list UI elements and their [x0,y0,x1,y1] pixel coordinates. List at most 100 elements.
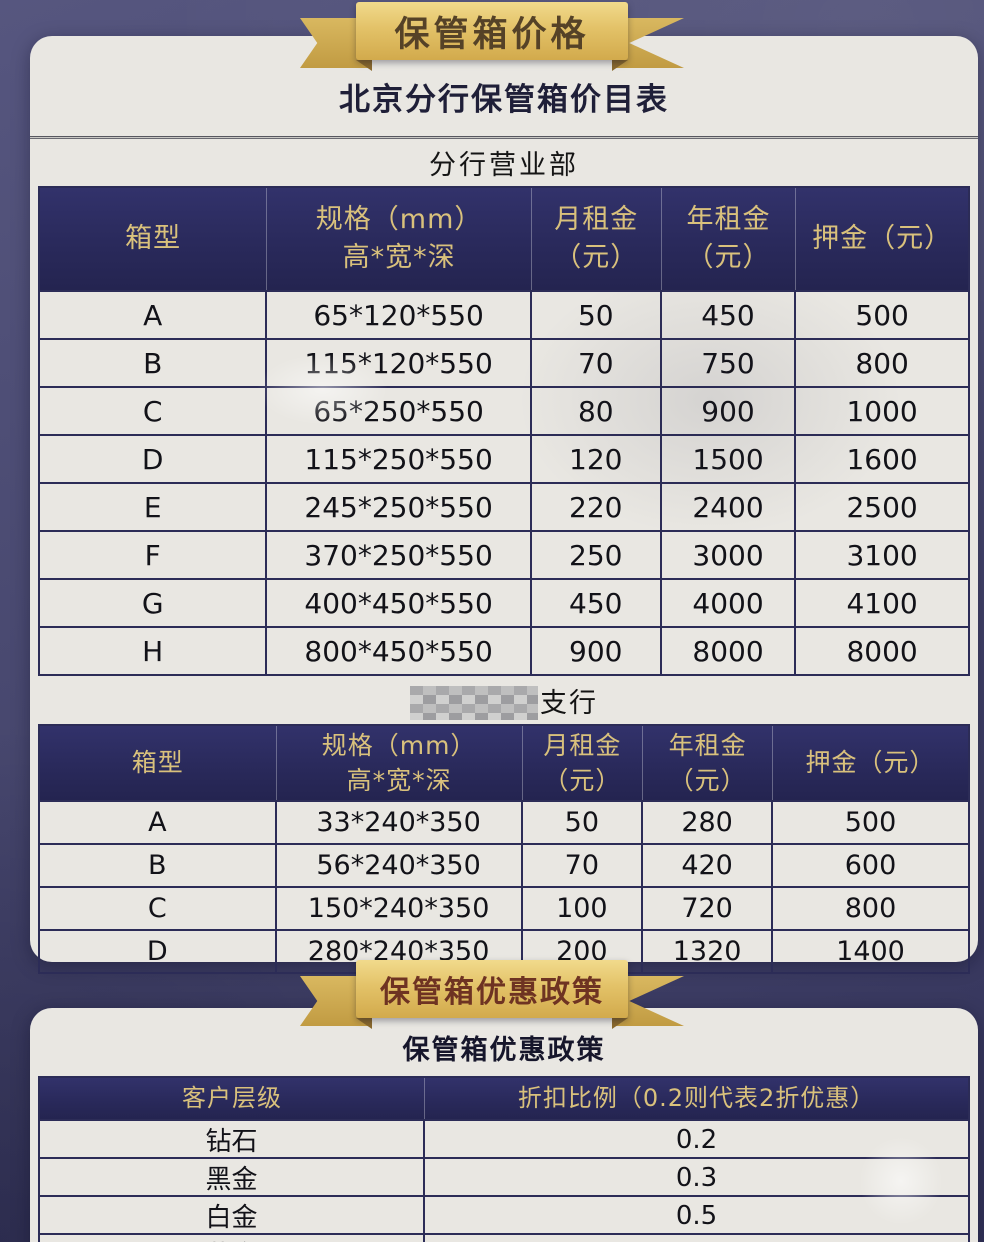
header-label: 箱型 [131,748,184,777]
table-row: B 115*120*550 70 750 800 [40,338,968,386]
discount-table: 客户层级 折扣比例（0.2则代表2折优惠） 钻石 0.2 黑金 0.3 白金 0.5 … [38,1076,970,1242]
deposit-cell: 1600 [846,442,918,476]
monthly-rent-cell: 70 [532,340,662,386]
spec-cell: 245*250*550 [267,484,532,530]
table-row: A 65*120*550 50 450 500 [40,290,968,338]
deposit-cell: 500 [855,298,909,332]
ratio-cell: 0.6 [425,1235,968,1242]
header-label: 年租金 [668,730,747,760]
table-row: E 245*250*550 220 2400 2500 [40,482,968,530]
box-type-header: 箱型 [40,726,277,800]
spec-cell: 370*250*550 [267,532,532,578]
deposit-cell: 4100 [846,586,918,620]
box-type-cell: B [40,845,277,886]
ribbon-left-fold [356,60,372,71]
table-header-row: 客户层级 折扣比例（0.2则代表2折优惠） [40,1078,968,1119]
spec-cell: 65*250*550 [267,388,532,434]
spec-cell: 33*240*350 [277,802,523,843]
annual-rent-header: 年租金 （元） [662,188,797,290]
header-label: 规格（mm） [315,204,483,236]
annual-rent-cell: 280 [643,802,774,843]
deposit-cell: 500 [844,807,897,838]
customer-tier-header: 客户层级 [40,1078,426,1119]
deposit-cell: 800 [844,893,897,924]
ribbon-center: 保管箱价格 [356,2,628,60]
monthly-rent-cell: 50 [532,292,662,338]
header-label: 押金（元） [805,748,936,777]
header-label: 年租金 [686,204,771,236]
spec-cell: 400*450*550 [267,580,532,626]
spec-cell: 65*120*550 [267,292,532,338]
annual-rent-cell: 420 [643,845,774,886]
table-row: D 115*250*550 120 1500 1600 [40,434,968,482]
tier-cell: 黄金 [40,1235,426,1242]
box-type-cell: D [40,931,277,972]
box-type-cell: E [40,484,268,530]
header-label: （元） [554,241,639,273]
discount-card-title: 保管箱优惠政策 [402,1035,606,1066]
top-ribbon-label: 保管箱价格 [394,14,590,55]
annual-rent-cell: 1500 [662,436,797,482]
top-ribbon-banner: 保管箱价格 [300,2,684,90]
box-type-cell: C [40,888,277,929]
monthly-rent-cell: 900 [532,628,662,674]
ribbon-right-fold [612,1018,628,1029]
deposit-cell: 3100 [846,538,918,572]
sub-branch-section-title: 支行 [30,676,978,724]
table-row: 钻石 0.2 [40,1119,968,1158]
deposit-cell: 800 [855,346,909,380]
discount-ribbon-banner: 保管箱优惠政策 [300,960,684,1048]
box-type-header: 箱型 [40,188,268,290]
ratio-cell: 0.2 [675,1124,718,1155]
annual-rent-cell: 4000 [662,580,797,626]
discount-ribbon-label: 保管箱优惠政策 [380,975,604,1010]
tier-cell: 黑金 [40,1159,426,1196]
spec-header: 规格（mm） 高*宽*深 [277,726,523,800]
box-type-cell: B [40,340,268,386]
annual-rent-cell: 750 [662,340,797,386]
deposit-header: 押金（元） [773,726,968,800]
header-label: 箱型 [125,222,182,254]
box-type-cell: C [40,388,268,434]
discount-card: 保管箱优惠政策 客户层级 折扣比例（0.2则代表2折优惠） 钻石 0.2 黑金 0.… [30,1008,978,1242]
deposit-cell: 600 [844,850,897,881]
monthly-rent-cell: 50 [523,802,644,843]
tier-cell: 白金 [40,1197,426,1234]
table-row: A 33*240*350 50 280 500 [40,800,968,843]
table-header-row: 箱型 规格（mm） 高*宽*深 月租金 （元） 年租金 （元） 押金（元） [40,188,968,290]
deposit-header: 押金（元） [796,188,968,290]
box-type-cell: G [40,580,268,626]
annual-rent-cell: 450 [662,292,797,338]
section-title-branch-office: 分行营业部 [429,150,579,181]
spec-cell: 56*240*350 [277,845,523,886]
annual-rent-cell: 3000 [662,532,797,578]
monthly-rent-cell: 250 [532,532,662,578]
monthly-rent-cell: 120 [532,436,662,482]
spec-cell: 115*120*550 [267,340,532,386]
monthly-rent-cell: 220 [532,484,662,530]
box-type-cell: F [40,532,268,578]
deposit-cell: 2500 [846,490,918,524]
ratio-cell: 0.3 [675,1162,718,1193]
annual-rent-cell: 2400 [662,484,797,530]
table-row: G 400*450*550 450 4000 4100 [40,578,968,626]
ribbon-left-fold [356,1018,372,1029]
spec-header: 规格（mm） 高*宽*深 [267,188,532,290]
annual-rent-cell: 900 [662,388,797,434]
monthly-rent-cell: 80 [532,388,662,434]
header-label: （元） [686,241,771,273]
header-label: 押金（元） [812,222,953,254]
box-type-cell: A [40,802,277,843]
header-label: 高*宽*深 [346,765,452,795]
table-row: H 800*450*550 900 8000 8000 [40,626,968,674]
header-label: 折扣比例（0.2则代表2折优惠） [517,1084,876,1113]
header-label: 客户层级 [182,1084,283,1113]
deposit-cell: 8000 [846,634,918,668]
table-row: F 370*250*550 250 3000 3100 [40,530,968,578]
table-row: C 65*250*550 80 900 1000 [40,386,968,434]
title-divider [30,136,978,139]
sub-branch-label: 支行 [540,687,598,719]
deposit-cell: 1400 [836,936,905,967]
table-header-row: 箱型 规格（mm） 高*宽*深 月租金 （元） 年租金 （元） 押金（元） [40,726,968,800]
